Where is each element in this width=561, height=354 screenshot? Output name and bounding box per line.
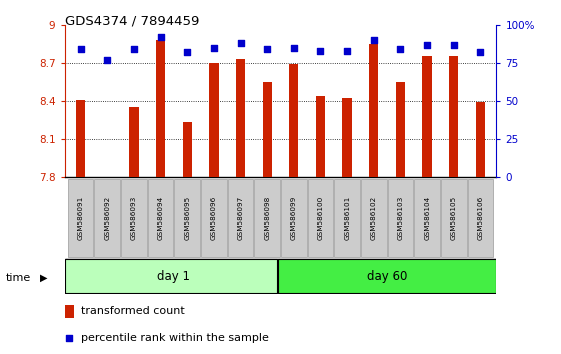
Text: GSM586105: GSM586105 [451, 195, 457, 240]
Text: GSM586103: GSM586103 [398, 195, 403, 240]
Text: GDS4374 / 7894459: GDS4374 / 7894459 [65, 14, 199, 27]
Text: time: time [6, 273, 31, 283]
Bar [316, 96, 325, 177]
Text: GSM586096: GSM586096 [211, 195, 217, 240]
Text: GSM586106: GSM586106 [477, 195, 484, 240]
Point [343, 48, 352, 53]
FancyBboxPatch shape [94, 179, 120, 257]
Bar [343, 98, 352, 177]
Text: GSM586099: GSM586099 [291, 195, 297, 240]
FancyBboxPatch shape [254, 179, 280, 257]
Text: ▶: ▶ [40, 273, 48, 283]
Point [76, 46, 85, 52]
Bar [236, 59, 245, 177]
Bar [422, 57, 432, 177]
FancyBboxPatch shape [281, 179, 307, 257]
Text: GSM586097: GSM586097 [237, 195, 243, 240]
FancyBboxPatch shape [68, 179, 93, 257]
Bar [156, 40, 165, 177]
FancyBboxPatch shape [228, 179, 254, 257]
Point [156, 34, 165, 40]
Point [65, 335, 73, 341]
Bar [129, 107, 139, 177]
FancyBboxPatch shape [388, 179, 413, 257]
Point [316, 48, 325, 53]
Point [476, 49, 485, 55]
Point [103, 57, 112, 63]
Bar [369, 44, 379, 177]
Text: GSM586093: GSM586093 [131, 195, 137, 240]
Text: GSM586100: GSM586100 [318, 195, 324, 240]
Bar [449, 57, 458, 177]
Bar [182, 122, 192, 177]
Text: GSM586104: GSM586104 [424, 195, 430, 240]
Point [422, 42, 431, 47]
Point [130, 46, 139, 52]
FancyBboxPatch shape [334, 179, 360, 257]
Text: GSM586094: GSM586094 [158, 195, 163, 240]
FancyBboxPatch shape [307, 179, 333, 257]
Point [289, 45, 298, 51]
FancyBboxPatch shape [174, 179, 200, 257]
Text: GSM586091: GSM586091 [77, 195, 84, 240]
FancyBboxPatch shape [468, 179, 493, 257]
Text: GSM586102: GSM586102 [371, 195, 377, 240]
Point [209, 45, 218, 51]
Point [449, 42, 458, 47]
Text: transformed count: transformed count [81, 306, 185, 316]
Text: day 1: day 1 [157, 270, 190, 282]
FancyBboxPatch shape [361, 179, 387, 257]
Bar [65, 305, 74, 318]
Point [396, 46, 405, 52]
FancyBboxPatch shape [148, 179, 173, 257]
Point [183, 49, 192, 55]
Bar [209, 63, 218, 177]
FancyBboxPatch shape [278, 259, 496, 293]
Text: day 60: day 60 [367, 270, 407, 282]
Point [263, 46, 272, 52]
FancyBboxPatch shape [201, 179, 227, 257]
Text: percentile rank within the sample: percentile rank within the sample [81, 333, 269, 343]
Text: GSM586101: GSM586101 [344, 195, 350, 240]
FancyBboxPatch shape [121, 179, 146, 257]
FancyBboxPatch shape [415, 179, 440, 257]
FancyBboxPatch shape [65, 259, 277, 293]
Bar [76, 99, 85, 177]
Text: GSM586098: GSM586098 [264, 195, 270, 240]
Bar [263, 82, 272, 177]
Bar [289, 64, 298, 177]
Point [236, 40, 245, 46]
Text: GSM586095: GSM586095 [184, 195, 190, 240]
Bar [476, 102, 485, 177]
Bar [396, 82, 405, 177]
FancyBboxPatch shape [65, 259, 496, 293]
FancyBboxPatch shape [441, 179, 467, 257]
Point [369, 37, 378, 43]
Text: GSM586092: GSM586092 [104, 195, 110, 240]
